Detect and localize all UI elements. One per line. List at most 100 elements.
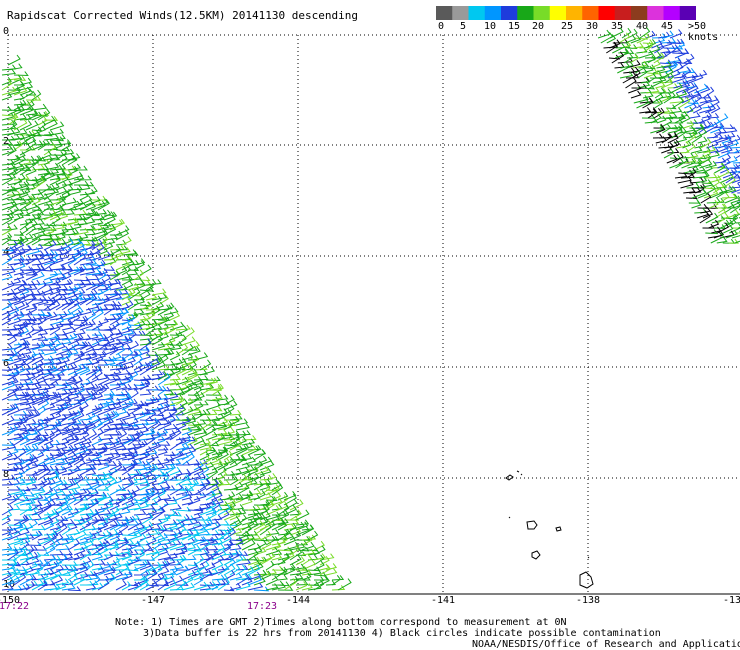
wind-barb (19, 220, 29, 231)
wind-barb (79, 353, 92, 361)
wind-barb (7, 494, 21, 501)
wind-barb (295, 509, 310, 521)
wind-barb (265, 568, 277, 576)
wind-barb (633, 34, 649, 40)
wind-barb (199, 461, 215, 471)
wind-barb (1, 532, 13, 541)
wind-barb (187, 472, 201, 481)
wind-barb (612, 42, 626, 54)
wind-barb (217, 529, 229, 541)
wind-barb (175, 506, 192, 512)
wind-barb (85, 294, 98, 306)
wind-barb (121, 316, 134, 322)
wind-barb (43, 143, 57, 156)
wind-barb (652, 133, 664, 139)
wind-barb (259, 570, 272, 581)
wind-barb (655, 72, 671, 79)
wind-barb (13, 236, 25, 246)
wind-barb (717, 212, 729, 224)
legend-label: >50 knots (688, 21, 719, 43)
wind-barb (639, 107, 652, 114)
wind-barb (25, 265, 42, 271)
wind-barb (73, 248, 88, 261)
wind-barb (223, 400, 238, 411)
wind-barb (25, 316, 38, 322)
wind-barb (103, 289, 119, 296)
wind-barb (19, 82, 34, 91)
wind-barb (67, 473, 82, 481)
wind-barb (121, 392, 132, 401)
wind-barb (49, 457, 66, 466)
wind-barb (97, 223, 110, 231)
wind-barb (7, 296, 22, 306)
wind-barb (43, 456, 56, 466)
wind-barb (49, 558, 63, 566)
wind-barb (25, 219, 38, 231)
wind-barb (31, 192, 45, 201)
wind-barb (127, 388, 139, 401)
wind-barb (91, 270, 104, 276)
wind-barb (31, 342, 45, 351)
wind-barb (629, 54, 639, 64)
wind-barb (121, 581, 132, 591)
wind-barb (247, 564, 261, 576)
wind-barb (25, 254, 39, 266)
wind-barb (199, 505, 215, 516)
wind-barb (259, 499, 271, 506)
wind-barb (13, 113, 27, 121)
wind-barb (698, 171, 710, 179)
wind-barb (31, 235, 42, 246)
wind-barb (13, 197, 27, 206)
wind-barb (163, 392, 179, 401)
wind-barb (666, 104, 677, 110)
island-outline (505, 474, 514, 481)
wind-barb (1, 576, 15, 586)
wind-barb (271, 483, 284, 496)
wind-barb (626, 60, 641, 69)
wind-barb (61, 511, 75, 521)
wind-barb (61, 430, 75, 441)
legend-label: 20 (532, 21, 545, 32)
wind-barb (277, 503, 290, 516)
wind-barb (646, 73, 657, 84)
wind-barb (145, 476, 157, 486)
wind-barb (25, 214, 41, 221)
wind-barb (687, 151, 699, 159)
wind-barb (265, 560, 275, 571)
wind-barb (85, 196, 101, 206)
wind-barb (659, 59, 673, 65)
wind-barb (43, 430, 55, 441)
wind-barb (97, 360, 109, 366)
wind-barb (97, 229, 109, 241)
wind-barb (283, 493, 298, 506)
wind-barb (43, 348, 57, 356)
wind-barb (97, 509, 112, 516)
wind-barb (163, 451, 176, 457)
note-line-2: 3)Data buffer is 22 hrs from 20141130 4)… (143, 628, 661, 639)
wind-barb (73, 385, 85, 396)
wind-barb (617, 62, 631, 74)
wind-barb (13, 471, 24, 481)
wind-barb (181, 479, 193, 486)
wind-barb (133, 354, 144, 366)
wind-barb (199, 581, 214, 587)
wind-barb (229, 511, 241, 521)
wind-barb (37, 551, 50, 557)
wind-barb (43, 436, 54, 446)
wind-barb (67, 389, 83, 396)
legend-swatch (582, 6, 599, 20)
wind-barb (55, 253, 69, 261)
wind-barb (85, 508, 100, 521)
wind-barb (133, 509, 147, 516)
wind-barb (193, 466, 204, 476)
wind-barb (91, 278, 106, 291)
wind-barb (85, 369, 97, 381)
wind-barb (97, 462, 110, 471)
wind-barb (7, 245, 19, 256)
wind-barb (1, 215, 13, 226)
wind-barb (683, 187, 696, 194)
wind-barb (169, 311, 181, 321)
wind-barb (229, 519, 243, 531)
wind-barb (55, 515, 65, 526)
wind-barb (253, 480, 264, 491)
